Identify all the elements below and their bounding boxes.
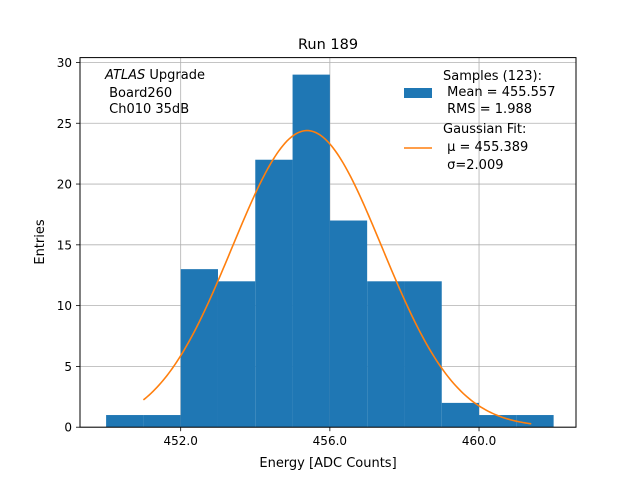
experiment-name: ATLAS — [104, 68, 145, 83]
y-tick-label: 5 — [64, 360, 72, 374]
legend: Samples (123): Mean = 455.557 RMS = 1.98… — [404, 69, 555, 173]
histogram-bar — [479, 415, 517, 428]
run-annotation: ATLAS Upgrade Board260 Ch010 35dB — [104, 68, 205, 117]
histogram-bar — [292, 74, 330, 428]
y-tick-label: 20 — [57, 178, 72, 192]
y-axis-label: Entries — [33, 219, 48, 265]
y-tick-label: 10 — [57, 299, 72, 313]
x-tick-label: 452.0 — [164, 434, 198, 448]
y-tick-label: 0 — [64, 421, 72, 435]
y-tick-label: 15 — [57, 238, 72, 252]
histogram-bar — [367, 281, 405, 428]
svg-text:ATLAS Upgrade: ATLAS Upgrade — [104, 68, 205, 83]
histogram-bar — [143, 415, 181, 428]
histogram-bar — [516, 415, 554, 428]
y-tick-label: 25 — [57, 117, 72, 131]
histogram-bar — [255, 159, 293, 428]
gaussian-fit-curve — [142, 129, 532, 425]
legend-samples-rms: RMS = 1.988 — [443, 102, 532, 117]
legend-fit-label: Gaussian Fit: — [443, 122, 526, 137]
legend-samples-swatch — [404, 88, 432, 98]
histogram-bar — [441, 402, 480, 428]
annotation-line-1: Upgrade — [145, 68, 205, 83]
annotation-line-3: Ch010 35dB — [105, 102, 189, 117]
x-axis-ticks: 452.0 456.0 460.0 — [164, 427, 496, 448]
legend-samples-label: Samples (123): — [443, 69, 542, 84]
x-axis-label: Energy [ADC Counts] — [259, 456, 396, 471]
histogram-bar — [217, 281, 256, 428]
y-axis-ticks: 0 5 10 15 20 25 30 — [57, 56, 80, 435]
annotation-line-2: Board260 — [105, 86, 172, 101]
x-tick-label: 460.0 — [462, 434, 496, 448]
histogram-bar — [404, 281, 442, 428]
chart-title: Run 189 — [298, 37, 358, 53]
legend-fit-mu: μ = 455.389 — [443, 140, 528, 155]
plot-frame — [79, 57, 577, 428]
histogram-bar — [106, 415, 144, 428]
histogram-bar — [329, 220, 368, 428]
x-tick-label: 456.0 — [313, 434, 347, 448]
y-tick-label: 30 — [57, 56, 72, 70]
histogram-bars — [106, 74, 554, 428]
legend-fit-sigma: σ=2.009 — [443, 158, 503, 173]
legend-samples-mean: Mean = 455.557 — [443, 85, 555, 100]
